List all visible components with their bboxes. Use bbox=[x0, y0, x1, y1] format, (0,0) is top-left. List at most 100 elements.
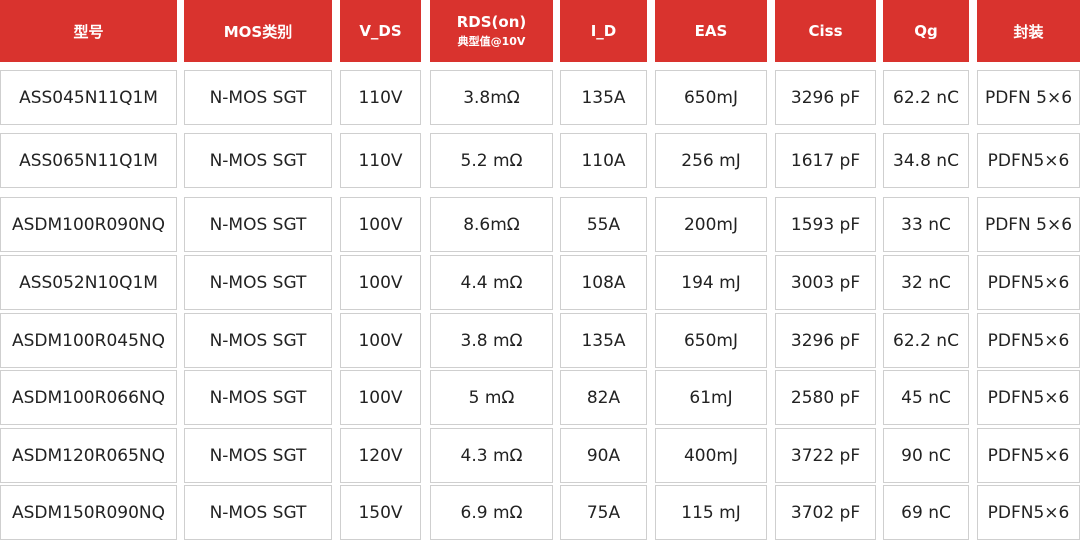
header-text: 型号 bbox=[73, 22, 104, 41]
table-cell: 32 nC bbox=[883, 255, 969, 310]
cell-text: 2580 pF bbox=[790, 387, 861, 408]
cell-text: 135A bbox=[581, 87, 626, 108]
cell-text: 1593 pF bbox=[790, 214, 861, 235]
table-cell: 3722 pF bbox=[775, 428, 876, 483]
cell-text: PDFN 5×6 bbox=[984, 214, 1073, 235]
table-cell: 3003 pF bbox=[775, 255, 876, 310]
cell-text: ASS045N11Q1M bbox=[19, 87, 158, 108]
table-cell: 69 nC bbox=[883, 485, 969, 540]
table-cell: 3702 pF bbox=[775, 485, 876, 540]
header-text: Ciss bbox=[808, 22, 843, 40]
cell-text: 5.2 mΩ bbox=[460, 150, 523, 171]
table-cell: 3296 pF bbox=[775, 313, 876, 368]
cell-text: ASS065N11Q1M bbox=[19, 150, 158, 171]
cell-text: 100V bbox=[358, 214, 403, 235]
table-cell: 1593 pF bbox=[775, 197, 876, 252]
table-cell: 5 mΩ bbox=[430, 370, 553, 425]
table-cell: 8.6mΩ bbox=[430, 197, 553, 252]
table-cell: 135A bbox=[560, 313, 647, 368]
table-cell: N-MOS SGT bbox=[184, 197, 332, 252]
cell-text: PDFN5×6 bbox=[987, 387, 1070, 408]
cell-text: PDFN5×6 bbox=[987, 445, 1070, 466]
table-cell: PDFN5×6 bbox=[977, 133, 1080, 188]
cell-text: 90A bbox=[586, 445, 621, 466]
cell-text: 82A bbox=[586, 387, 621, 408]
cell-text: N-MOS SGT bbox=[209, 87, 307, 108]
table-cell: 75A bbox=[560, 485, 647, 540]
cell-text: 120V bbox=[358, 445, 403, 466]
table-cell: PDFN5×6 bbox=[977, 313, 1080, 368]
cell-text: ASDM150R090NQ bbox=[12, 502, 165, 523]
cell-text: PDFN5×6 bbox=[987, 150, 1070, 171]
header-text: Qg bbox=[914, 22, 938, 40]
cell-text: N-MOS SGT bbox=[209, 150, 307, 171]
table-cell: 82A bbox=[560, 370, 647, 425]
table-cell: 90A bbox=[560, 428, 647, 483]
table-cell: 110A bbox=[560, 133, 647, 188]
table-cell: 2580 pF bbox=[775, 370, 876, 425]
cell-text: 33 nC bbox=[901, 214, 951, 235]
table-cell: 150V bbox=[340, 485, 421, 540]
cell-text: 69 nC bbox=[901, 502, 951, 523]
cell-text: 650mJ bbox=[683, 330, 739, 351]
table-cell: PDFN 5×6 bbox=[977, 197, 1080, 252]
cell-text: ASDM120R065NQ bbox=[12, 445, 165, 466]
table-cell: ASDM100R090NQ bbox=[0, 197, 177, 252]
table-cell: PDFN5×6 bbox=[977, 255, 1080, 310]
table-cell: 34.8 nC bbox=[883, 133, 969, 188]
table-cell: 3296 pF bbox=[775, 70, 876, 125]
cell-text: 200mJ bbox=[683, 214, 739, 235]
table-cell: 3.8 mΩ bbox=[430, 313, 553, 368]
cell-text: ASDM100R090NQ bbox=[12, 214, 165, 235]
header-cell: Ciss bbox=[775, 0, 876, 62]
header-cell: V_DS bbox=[340, 0, 421, 62]
cell-text: ASDM100R045NQ bbox=[12, 330, 165, 351]
table-cell: N-MOS SGT bbox=[184, 313, 332, 368]
cell-text: 3.8mΩ bbox=[463, 87, 520, 108]
cell-text: 32 nC bbox=[901, 272, 951, 293]
table-cell: 33 nC bbox=[883, 197, 969, 252]
cell-text: PDFN5×6 bbox=[987, 272, 1070, 293]
table-cell: 1617 pF bbox=[775, 133, 876, 188]
cell-text: 3296 pF bbox=[790, 87, 861, 108]
table-cell: 100V bbox=[340, 313, 421, 368]
cell-text: 110V bbox=[358, 87, 403, 108]
cell-text: N-MOS SGT bbox=[209, 502, 307, 523]
cell-text: ASDM100R066NQ bbox=[12, 387, 165, 408]
table-cell: 6.9 mΩ bbox=[430, 485, 553, 540]
table-cell: PDFN5×6 bbox=[977, 428, 1080, 483]
cell-text: 400mJ bbox=[683, 445, 739, 466]
cell-text: 4.4 mΩ bbox=[460, 272, 523, 293]
header-cell: Qg bbox=[883, 0, 969, 62]
table-cell: 90 nC bbox=[883, 428, 969, 483]
cell-text: 90 nC bbox=[901, 445, 951, 466]
table-cell: 110V bbox=[340, 133, 421, 188]
cell-text: 1617 pF bbox=[790, 150, 861, 171]
table-cell: PDFN 5×6 bbox=[977, 70, 1080, 125]
cell-text: 6.9 mΩ bbox=[460, 502, 523, 523]
table-cell: 650mJ bbox=[655, 313, 767, 368]
cell-text: N-MOS SGT bbox=[209, 387, 307, 408]
table-cell: PDFN5×6 bbox=[977, 485, 1080, 540]
cell-text: 75A bbox=[586, 502, 621, 523]
cell-text: 3296 pF bbox=[790, 330, 861, 351]
table-cell: 108A bbox=[560, 255, 647, 310]
table-cell: 110V bbox=[340, 70, 421, 125]
header-text: RDS(on) bbox=[456, 13, 527, 31]
table-cell: 194 mJ bbox=[655, 255, 767, 310]
table-cell: 400mJ bbox=[655, 428, 767, 483]
header-text: V_DS bbox=[359, 22, 402, 40]
table-cell: 650mJ bbox=[655, 70, 767, 125]
cell-text: PDFN5×6 bbox=[987, 330, 1070, 351]
table-cell: N-MOS SGT bbox=[184, 133, 332, 188]
header-cell: MOS类别 bbox=[184, 0, 332, 62]
table-cell: 62.2 nC bbox=[883, 70, 969, 125]
cell-text: 115 mJ bbox=[681, 502, 741, 523]
table-cell: 100V bbox=[340, 370, 421, 425]
cell-text: PDFN5×6 bbox=[987, 502, 1070, 523]
table-cell: ASS065N11Q1M bbox=[0, 133, 177, 188]
cell-text: 3722 pF bbox=[790, 445, 861, 466]
table-cell: 256 mJ bbox=[655, 133, 767, 188]
table-cell: 115 mJ bbox=[655, 485, 767, 540]
